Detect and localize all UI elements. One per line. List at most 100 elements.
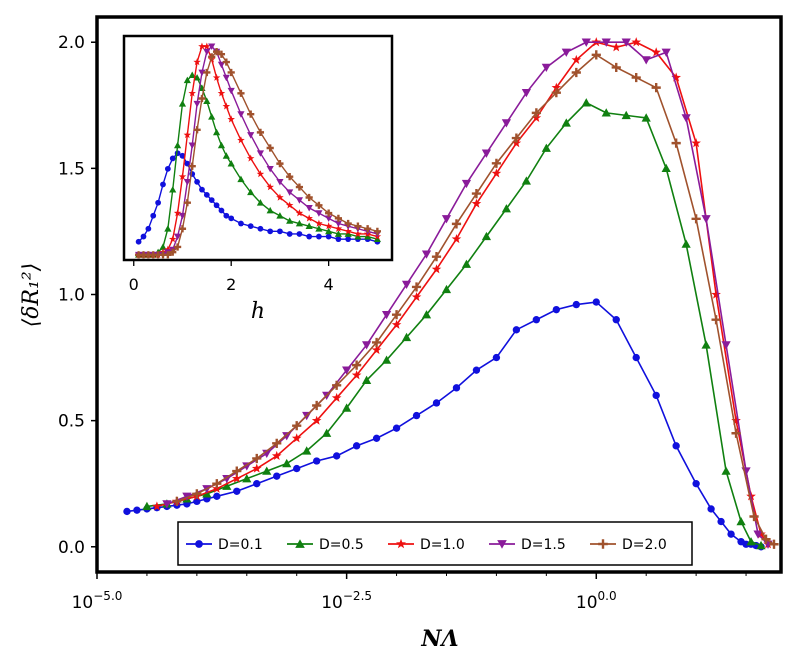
inset-data-point-D=0.5	[266, 206, 274, 214]
data-point-D=2.0	[292, 421, 302, 431]
data-point-D=1.5	[521, 89, 531, 98]
inset-data-point-D=0.5	[344, 230, 352, 237]
data-point-D=1.5	[282, 432, 292, 441]
inset-data-point-D=1.5	[266, 165, 274, 173]
data-point-D=0.1	[552, 305, 561, 314]
data-point-D=0.5	[262, 466, 272, 475]
x-axis-title-text: NΛ	[420, 626, 458, 652]
legend-marker-D=0.5	[295, 539, 305, 548]
data-point-D=1.0	[611, 42, 622, 52]
data-point-D=2.0	[631, 72, 641, 83]
inset-data-point-D=0.1	[218, 207, 225, 214]
data-point-D=0.1	[707, 505, 715, 513]
data-point-D=1.0	[691, 138, 701, 148]
inset-data-point-D=2.0	[325, 209, 333, 217]
inset-data-point-D=1.5	[208, 43, 216, 51]
data-point-D=0.5	[601, 108, 611, 117]
data-point-D=0.1	[532, 316, 541, 324]
data-point-D=2.0	[511, 133, 521, 143]
data-point-D=0.1	[717, 517, 725, 526]
data-point-D=0.5	[661, 163, 671, 173]
data-point-D=1.0	[551, 82, 562, 92]
inset-data-point-D=0.1	[160, 181, 166, 188]
data-point-D=0.1	[312, 457, 321, 465]
data-point-D=2.0	[531, 108, 541, 118]
data-point-D=2.0	[212, 479, 222, 489]
inset-data-point-D=0.1	[169, 155, 176, 162]
inset-data-point-D=2.0	[222, 58, 230, 66]
inset-data-point-D=0.5	[183, 76, 191, 84]
inset-data-point-D=0.1	[135, 238, 142, 245]
inset-data-point-D=1.0	[178, 172, 187, 180]
inset-data-point-D=1.5	[174, 233, 182, 241]
x-tick-label-base: 10	[576, 593, 598, 613]
data-point-D=0.5	[581, 98, 591, 107]
inset-data-point-D=2.0	[227, 68, 235, 77]
legend-label-D=0.1: D=0.1	[218, 537, 263, 553]
inset-data-point-D=2.0	[247, 110, 255, 118]
inset-data-point-D=2.0	[237, 89, 245, 97]
legend-label-D=0.5: D=0.5	[319, 537, 364, 553]
inset-data-point-D=0.5	[227, 160, 235, 167]
data-point-D=0.1	[672, 442, 680, 450]
data-point-D=2.0	[671, 138, 681, 148]
data-point-D=2.0	[711, 315, 721, 325]
inset-data-point-D=0.5	[334, 230, 342, 237]
inset-data-point-D=0.1	[316, 233, 322, 240]
inset-data-point-D=2.0	[305, 193, 313, 202]
data-point-D=0.1	[492, 353, 501, 362]
data-point-D=0.5	[756, 540, 766, 550]
legend-marker-D=0.1	[195, 540, 203, 548]
data-point-D=0.1	[133, 506, 141, 514]
data-point-D=2.0	[591, 50, 601, 60]
data-point-D=2.0	[332, 380, 342, 390]
data-point-D=0.5	[621, 110, 631, 120]
inset-data-point-D=2.0	[164, 251, 172, 259]
inset-data-point-D=0.1	[203, 192, 210, 198]
data-point-D=2.0	[491, 158, 502, 168]
data-point-D=0.5	[481, 231, 492, 241]
inset-data-point-D=0.5	[178, 100, 187, 107]
data-point-D=0.5	[701, 340, 711, 349]
data-point-D=0.1	[572, 300, 580, 309]
inset-axis-ticks: 0 2 4	[129, 260, 334, 294]
inset-data-point-D=1.5	[193, 100, 201, 108]
inset-data-point-D=2.0	[217, 50, 226, 58]
inset-data-point-D=2.0	[188, 162, 196, 170]
inset-data-point-D=0.5	[286, 217, 294, 224]
data-point-D=1.0	[371, 344, 382, 355]
data-point-D=0.5	[142, 501, 152, 511]
inset-data-point-D=0.1	[194, 178, 200, 185]
data-point-D=1.0	[451, 233, 462, 244]
inset-x-tick-label: 4	[324, 275, 334, 294]
data-point-D=0.5	[401, 332, 412, 342]
y-tick-label: 0.5	[58, 412, 85, 432]
data-point-D=2.0	[551, 88, 561, 98]
data-point-D=0.5	[302, 446, 312, 455]
inset-data-point-D=0.5	[237, 175, 245, 183]
data-point-D=0.1	[123, 507, 131, 516]
inset-data-point-D=0.1	[306, 233, 313, 240]
data-point-D=1.5	[721, 341, 731, 350]
legend-marker-D=1.5	[497, 540, 507, 549]
data-point-D=0.5	[342, 403, 352, 412]
inset-data-point-D=1.0	[164, 245, 172, 253]
inset-data-point-D=0.5	[256, 199, 265, 206]
data-point-D=0.5	[362, 375, 372, 384]
main-plot-series	[123, 37, 779, 551]
inset-data-point-D=1.0	[198, 42, 206, 50]
data-point-D=2.0	[651, 83, 661, 93]
inset-data-point-D=1.5	[305, 205, 313, 212]
inset-data-point-D=1.5	[237, 111, 245, 118]
data-point-D=1.0	[471, 198, 482, 208]
data-point-D=2.0	[252, 453, 262, 464]
data-point-D=0.1	[352, 442, 361, 450]
data-point-D=0.1	[392, 424, 401, 432]
inset-plot-series	[134, 42, 382, 259]
inset-data-point-D=1.0	[203, 42, 211, 50]
legend: D=0.1 D=0.5 D=1.0 D=1.5 D=2.0	[177, 521, 693, 566]
x-tick-label: 10−2.5	[321, 589, 372, 613]
data-point-D=0.1	[332, 452, 341, 460]
series-line-D=2.0	[176, 53, 775, 545]
data-point-D=1.0	[711, 289, 721, 299]
